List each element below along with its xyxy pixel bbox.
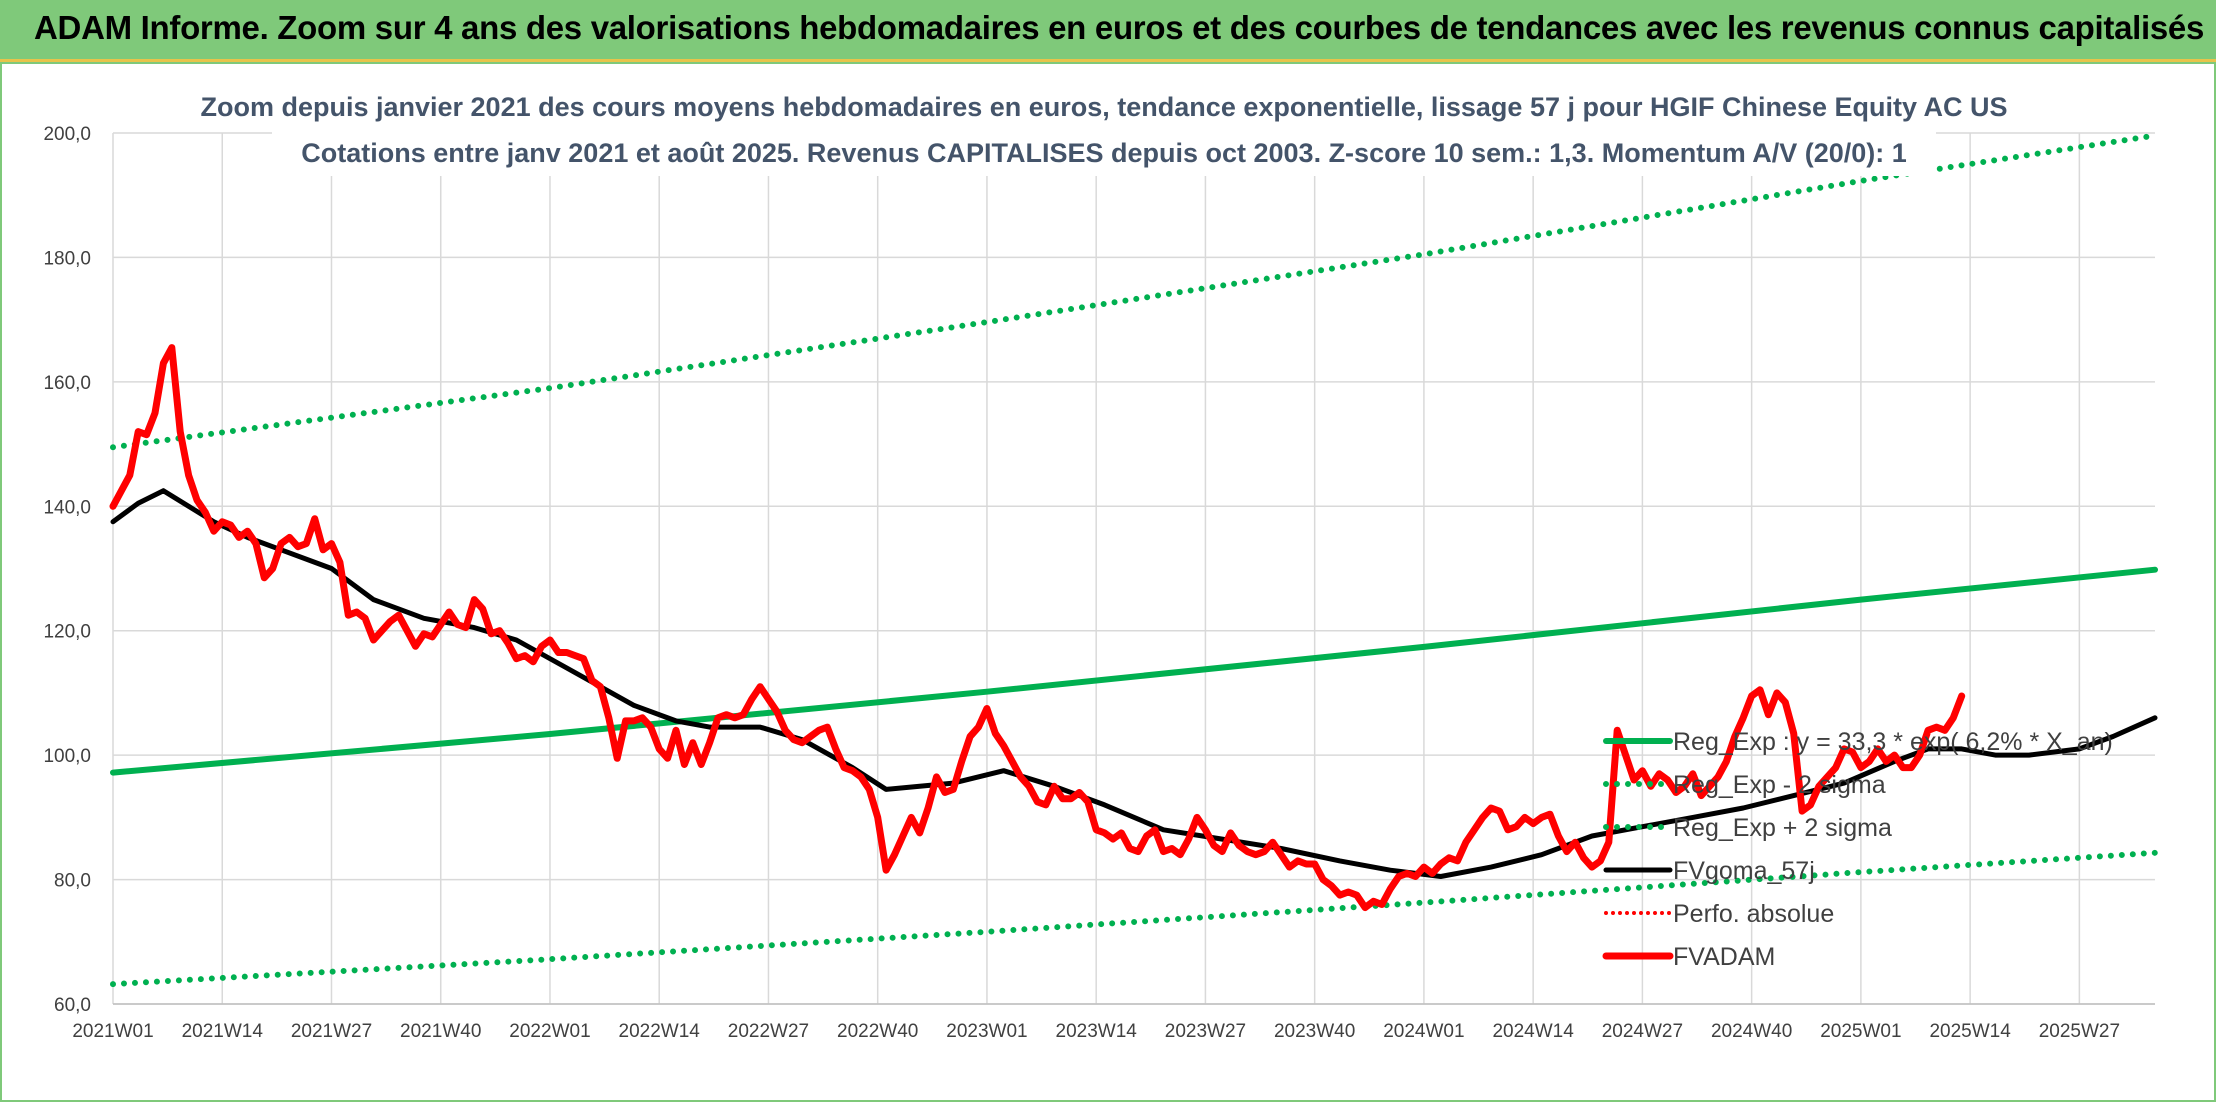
x-tick-label: 2023W40 — [1274, 1021, 1355, 1042]
x-tick-label: 2023W14 — [1056, 1021, 1138, 1042]
y-tick-label: 60,0 — [54, 995, 91, 1016]
chart-subtitle: Zoom depuis janvier 2021 des cours moyen… — [200, 84, 2008, 176]
y-tick-label: 120,0 — [43, 622, 91, 643]
x-tick-label: 2022W14 — [619, 1021, 701, 1042]
x-tick-label: 2024W01 — [1383, 1021, 1464, 1042]
x-tick-label: 2022W01 — [509, 1021, 590, 1042]
chart-series — [109, 132, 2158, 988]
y-tick-label: 100,0 — [43, 746, 91, 767]
x-tick-label: 2021W27 — [291, 1021, 372, 1042]
chart-grid — [112, 132, 2155, 1005]
y-axis-ticks: 60,0 80,0 100,0 120,0 140,0 160,0 180,0 200,0 — [43, 124, 91, 1016]
x-tick-label: 2024W27 — [1602, 1021, 1683, 1042]
x-tick-label: 2021W14 — [182, 1021, 264, 1042]
chart-frame — [0, 62, 2216, 1102]
chart-legend: Reg_Exp : y = 33,3 * exp( 6,2% * X_an) Re… — [1602, 728, 2113, 971]
y-tick-label: 140,0 — [43, 497, 91, 518]
legend-label-2: Reg_Exp + 2 sigma — [1673, 814, 1892, 842]
legend-label-4: Perfo. absolue — [1673, 900, 1834, 928]
page-banner: ADAM Informe. Zoom sur 4 ans des valoris… — [0, 0, 2216, 62]
y-tick-label: 160,0 — [43, 373, 91, 394]
x-tick-label: 2024W40 — [1711, 1021, 1792, 1042]
legend-label-0: Reg_Exp : y = 33,3 * exp( 6,2% * X_an) — [1673, 728, 2113, 756]
series-line-3 — [110, 488, 2158, 879]
y-tick-label: 180,0 — [43, 248, 91, 269]
x-tick-label: 2024W14 — [1492, 1021, 1574, 1042]
legend-label-5: FVADAM — [1673, 943, 1775, 971]
subtitle-line-1: Zoom depuis janvier 2021 des cours moyen… — [200, 92, 2007, 122]
x-tick-label: 2022W27 — [728, 1021, 809, 1042]
x-tick-label: 2025W01 — [1820, 1021, 1901, 1042]
x-tick-label: 2022W40 — [837, 1021, 918, 1042]
y-tick-label: 200,0 — [43, 124, 91, 145]
series-line-5 — [109, 344, 1966, 912]
x-tick-label: 2021W40 — [400, 1021, 481, 1042]
legend-label-3: FVgoma_57j — [1673, 857, 1815, 885]
x-tick-label: 2025W27 — [2039, 1021, 2120, 1042]
x-tick-label: 2023W01 — [946, 1021, 1027, 1042]
x-tick-label: 2023W27 — [1165, 1021, 1246, 1042]
subtitle-line-2: Cotations entre janv 2021 et août 2025. … — [301, 138, 1907, 168]
x-tick-label: 2025W14 — [1929, 1021, 2011, 1042]
page-title: ADAM Informe. Zoom sur 4 ans des valoris… — [34, 9, 2205, 46]
y-tick-label: 80,0 — [54, 871, 91, 892]
subtitle-background — [272, 84, 1936, 176]
legend-label-1: Reg_Exp - 2 sigma — [1673, 771, 1886, 799]
x-axis-ticks: 2021W01 2021W14 2021W27 2021W40 2022W01 2022W… — [72, 1021, 2120, 1042]
x-tick-label: 2021W01 — [72, 1021, 153, 1042]
series-line-0 — [110, 566, 2158, 776]
series-line-2 — [110, 132, 2158, 451]
series-line-1 — [110, 849, 2158, 988]
